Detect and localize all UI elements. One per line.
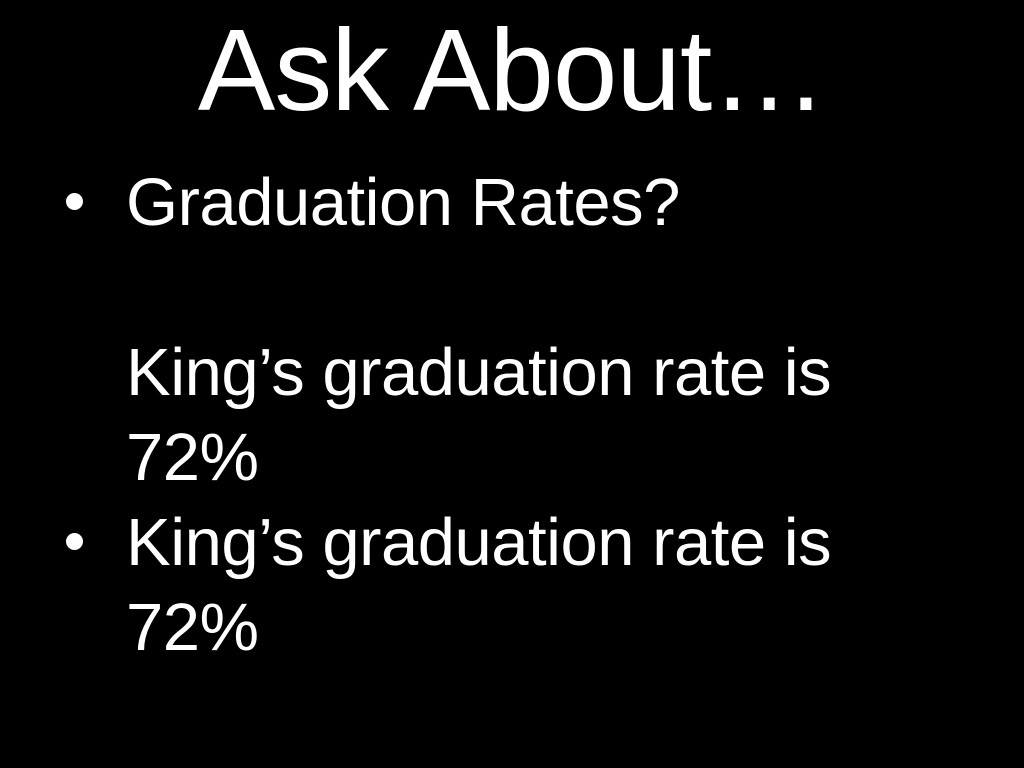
list-item: King’s graduation rate is 72%: [56, 500, 986, 670]
bullet-point-icon: [66, 193, 83, 210]
list-item: Graduation Rates?: [56, 160, 986, 245]
page-title: Ask About…: [197, 5, 827, 135]
list-item-label: Graduation Rates?: [126, 165, 680, 240]
blank-line: [56, 245, 986, 330]
bullet-point-icon: [66, 533, 83, 550]
list-item-label: King’s graduation rate is 72%: [126, 335, 832, 495]
slide-body-list: Graduation Rates? King’s graduation rate…: [56, 160, 986, 670]
list-item-continuation: King’s graduation rate is 72%: [56, 330, 986, 500]
list-item-label: King’s graduation rate is 72%: [126, 505, 832, 665]
